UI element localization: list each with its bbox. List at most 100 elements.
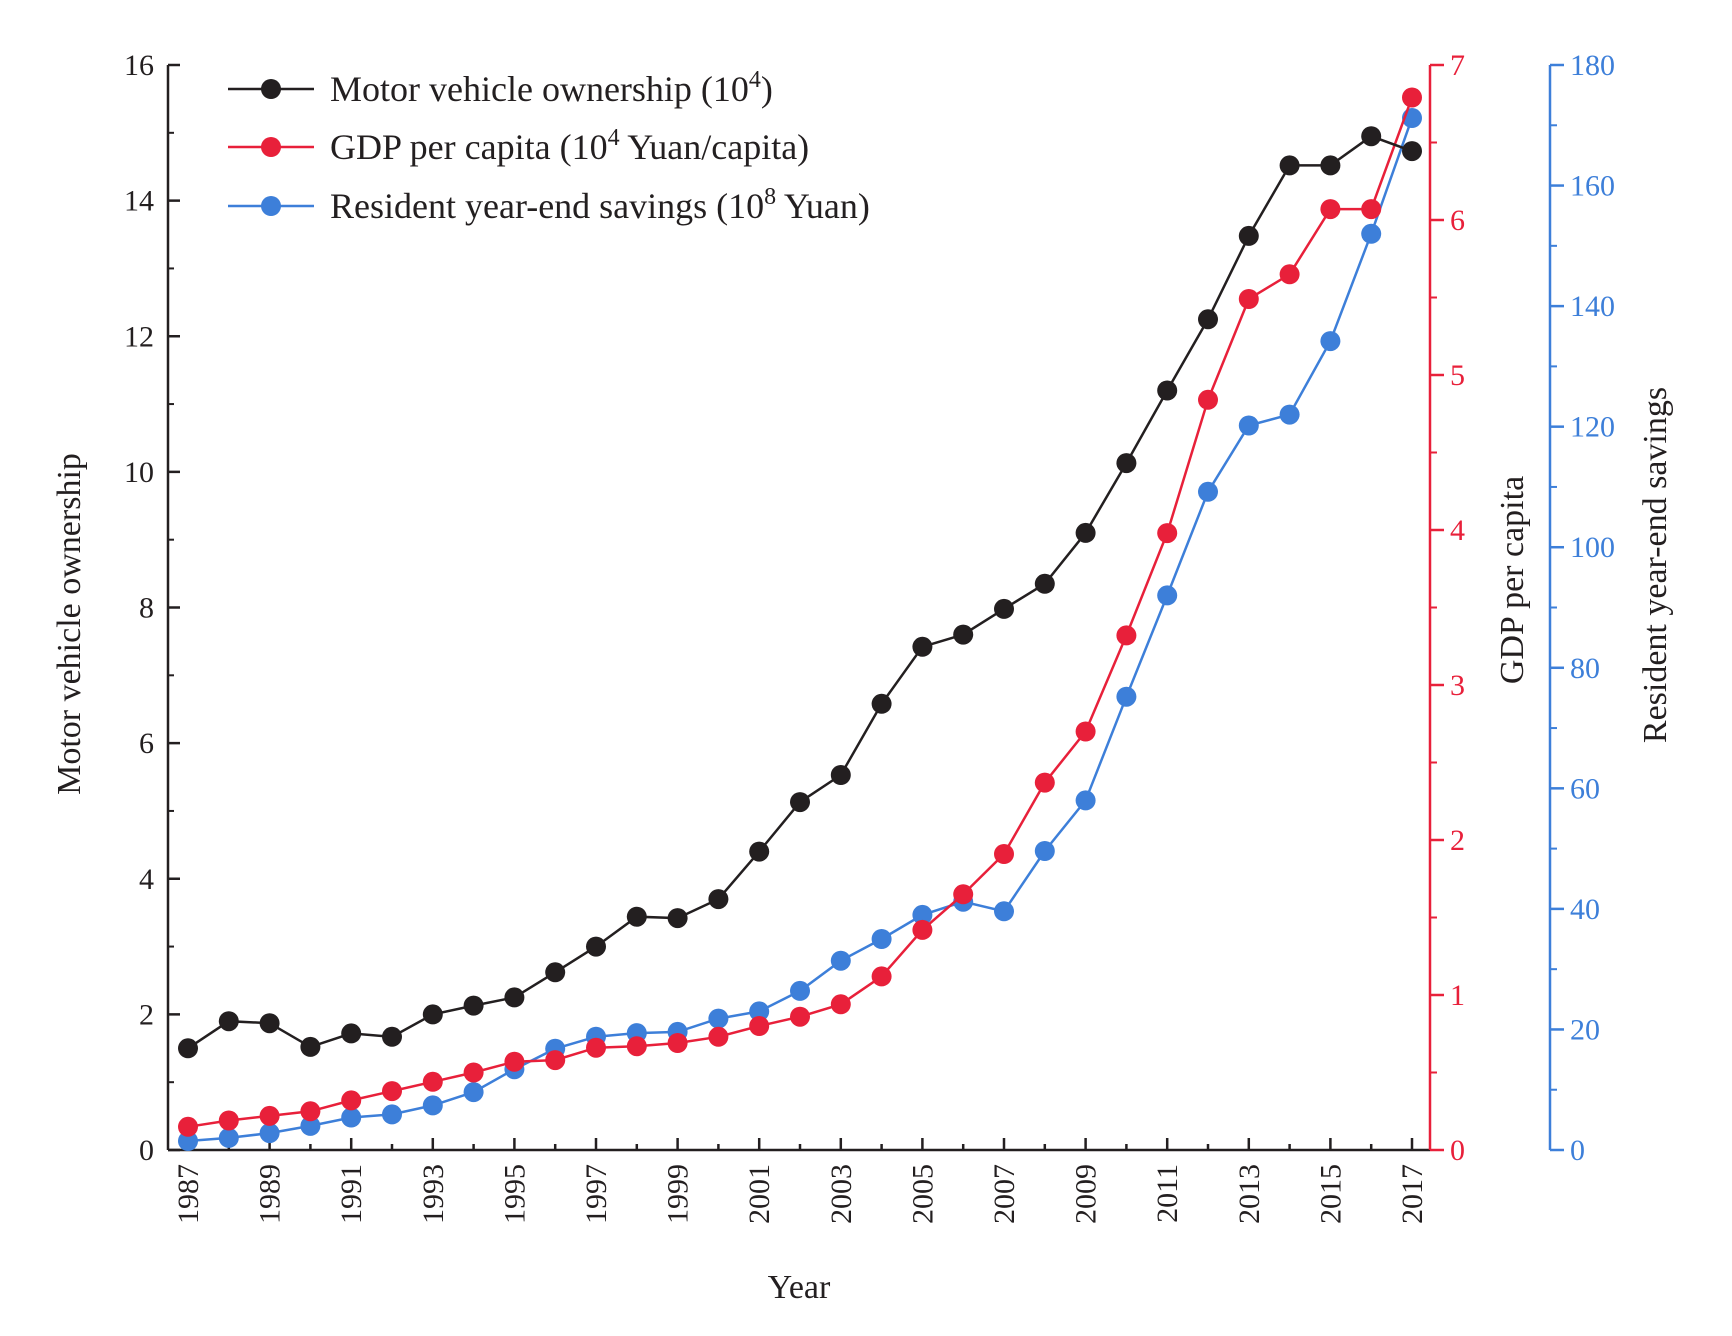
- data-point-gdp-per-capita: [218, 1110, 239, 1131]
- y-tick-label-left: 8: [139, 592, 154, 625]
- data-point-resident-year-end-savings: [871, 929, 892, 949]
- data-point-motor-vehicle-ownership: [626, 906, 647, 927]
- data-point-motor-vehicle-ownership: [422, 1004, 443, 1025]
- data-point-resident-year-end-savings: [830, 950, 851, 971]
- y-tick-label-left: 12: [124, 320, 154, 353]
- data-point-motor-vehicle-ownership: [218, 1011, 239, 1032]
- data-point-resident-year-end-savings: [422, 1095, 443, 1116]
- x-tick-label: 2005: [906, 1164, 939, 1224]
- legend-label-motor-vehicle-ownership: Motor vehicle ownership (104): [330, 67, 773, 109]
- data-point-gdp-per-capita: [300, 1101, 321, 1122]
- data-point-motor-vehicle-ownership: [504, 987, 525, 1008]
- data-point-motor-vehicle-ownership: [382, 1026, 402, 1047]
- data-point-resident-year-end-savings: [218, 1127, 239, 1148]
- data-point-gdp-per-capita: [871, 966, 892, 987]
- legend-label-resident-year-end-savings: Resident year-end savings (108 Yuan): [330, 184, 870, 226]
- data-point-gdp-per-capita: [1198, 389, 1218, 410]
- data-point-motor-vehicle-ownership: [586, 936, 606, 957]
- x-tick-label: 2009: [1070, 1164, 1103, 1224]
- legend: Motor vehicle ownership (104) GDP per cap…: [228, 67, 870, 226]
- data-point-gdp-per-capita: [178, 1116, 198, 1137]
- data-point-motor-vehicle-ownership: [1279, 155, 1300, 176]
- data-point-motor-vehicle-ownership: [300, 1036, 321, 1057]
- data-point-gdp-per-capita: [953, 884, 974, 905]
- data-point-motor-vehicle-ownership: [1402, 141, 1422, 162]
- x-tick-label: 2017: [1396, 1164, 1429, 1224]
- data-point-motor-vehicle-ownership: [708, 889, 729, 910]
- data-point-resident-year-end-savings: [382, 1104, 402, 1125]
- data-point-motor-vehicle-ownership: [1198, 309, 1218, 330]
- y-tick-label-left: 4: [139, 863, 154, 896]
- data-point-gdp-per-capita: [830, 994, 851, 1015]
- y-tick-label-right1: 5: [1450, 359, 1465, 392]
- data-point-motor-vehicle-ownership: [1238, 225, 1259, 246]
- data-point-resident-year-end-savings: [912, 904, 933, 925]
- data-point-resident-year-end-savings: [708, 1008, 729, 1029]
- x-tick-label: 1999: [662, 1164, 695, 1224]
- data-point-motor-vehicle-ownership: [1157, 380, 1178, 401]
- y-tick-label-left: 0: [139, 1134, 154, 1167]
- x-axis-title: Year: [768, 1269, 831, 1306]
- data-point-motor-vehicle-ownership: [463, 995, 484, 1016]
- y-tick-label-right1: 6: [1450, 204, 1465, 237]
- data-point-resident-year-end-savings: [1361, 223, 1382, 244]
- data-point-resident-year-end-savings: [1157, 585, 1178, 606]
- data-point-gdp-per-capita: [1075, 721, 1096, 742]
- series-layer: [178, 87, 1422, 1151]
- y-tick-label-right1: 3: [1450, 669, 1465, 702]
- y-tick-label-right2: 140: [1570, 290, 1615, 323]
- data-point-gdp-per-capita: [1320, 199, 1341, 220]
- x-tick-label: 2013: [1233, 1164, 1266, 1224]
- data-point-motor-vehicle-ownership: [994, 598, 1014, 619]
- x-tick-label: 1995: [498, 1164, 531, 1224]
- x-tick-label: 2001: [743, 1164, 776, 1224]
- data-point-gdp-per-capita: [626, 1036, 647, 1057]
- y-tick-label-right2: 0: [1570, 1134, 1585, 1167]
- data-point-gdp-per-capita: [586, 1037, 606, 1058]
- y-tick-label-right2: 160: [1570, 170, 1615, 203]
- data-point-motor-vehicle-ownership: [790, 792, 810, 813]
- y-tick-label-left: 6: [139, 727, 154, 760]
- y-tick-label-right2: 80: [1570, 652, 1600, 685]
- data-point-resident-year-end-savings: [178, 1131, 198, 1151]
- data-point-resident-year-end-savings: [790, 980, 810, 1001]
- data-point-resident-year-end-savings: [300, 1115, 321, 1136]
- data-point-motor-vehicle-ownership: [1116, 453, 1137, 474]
- data-point-resident-year-end-savings: [259, 1123, 280, 1144]
- y-tick-label-right1: 2: [1450, 824, 1465, 857]
- y-tick-label-right1: 0: [1450, 1134, 1465, 1167]
- data-point-resident-year-end-savings: [1238, 415, 1259, 436]
- x-tick-label: 1987: [172, 1164, 205, 1224]
- data-point-gdp-per-capita: [422, 1071, 443, 1092]
- data-point-resident-year-end-savings: [749, 1001, 770, 1022]
- data-point-gdp-per-capita: [1116, 625, 1137, 646]
- legend-marker-gdp-per-capita: [261, 137, 281, 157]
- x-tick-label: 1993: [417, 1164, 450, 1224]
- data-point-gdp-per-capita: [1238, 289, 1259, 309]
- data-point-resident-year-end-savings: [994, 901, 1014, 922]
- data-point-resident-year-end-savings: [1279, 404, 1300, 425]
- data-point-gdp-per-capita: [1279, 264, 1300, 285]
- data-point-motor-vehicle-ownership: [1034, 573, 1055, 594]
- y-axis-title-left: Motor vehicle ownership: [51, 453, 88, 795]
- y-tick-label-right2: 40: [1570, 893, 1600, 926]
- y-tick-label-right2: 120: [1570, 411, 1615, 444]
- data-point-motor-vehicle-ownership: [1361, 126, 1382, 147]
- y-tick-label-left: 14: [124, 185, 154, 218]
- data-point-resident-year-end-savings: [341, 1107, 362, 1128]
- data-point-motor-vehicle-ownership: [1320, 155, 1341, 176]
- x-tick-label: 1991: [335, 1164, 368, 1224]
- data-point-motor-vehicle-ownership: [912, 636, 933, 657]
- data-point-gdp-per-capita: [994, 844, 1014, 864]
- data-point-gdp-per-capita: [749, 1016, 770, 1036]
- y-axis-title-savings: Resident year-end savings: [1637, 387, 1674, 743]
- data-point-motor-vehicle-ownership: [953, 624, 974, 645]
- y-axis-title-gdp: GDP per capita: [1494, 476, 1531, 684]
- data-point-gdp-per-capita: [382, 1081, 402, 1102]
- y-tick-label-right2: 20: [1570, 1013, 1600, 1046]
- x-tick-label: 2011: [1151, 1164, 1184, 1223]
- data-point-gdp-per-capita: [708, 1026, 729, 1047]
- data-point-gdp-per-capita: [1361, 199, 1382, 220]
